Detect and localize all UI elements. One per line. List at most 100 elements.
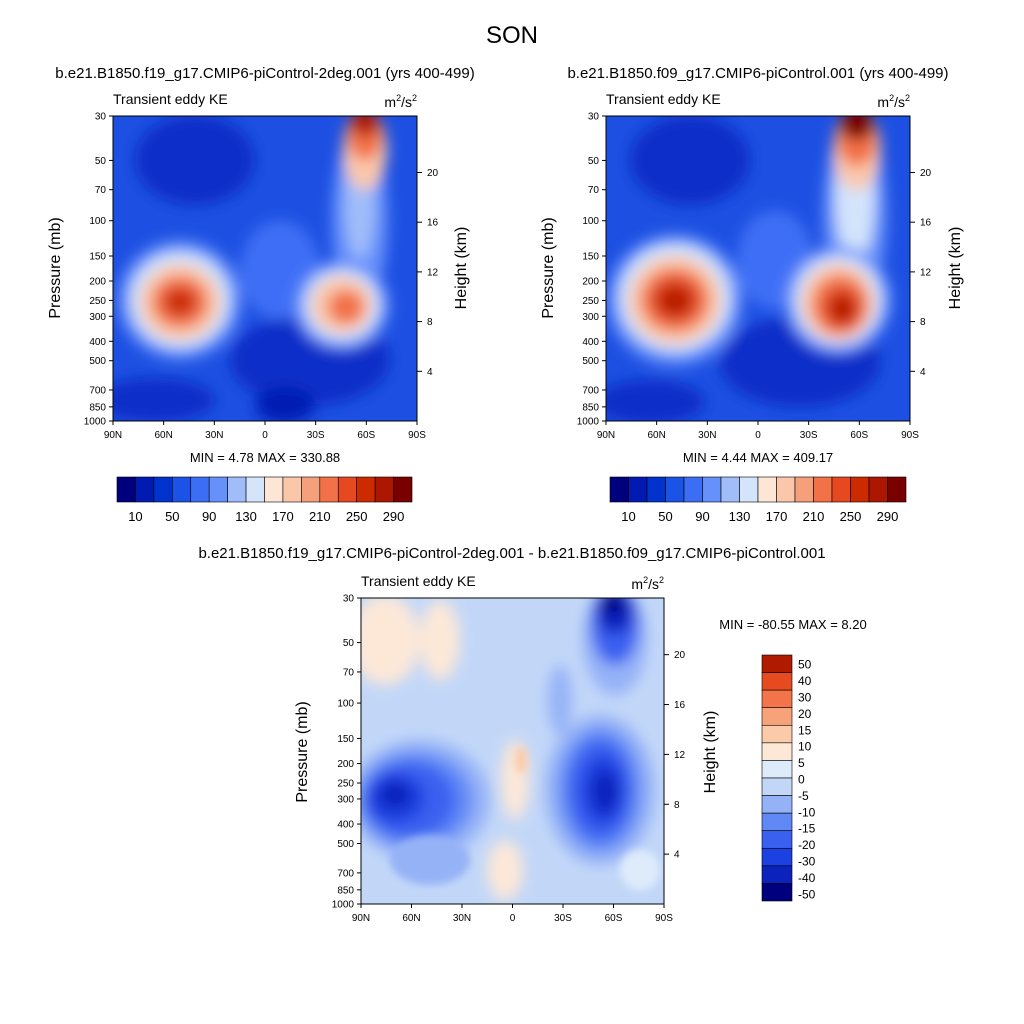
x-tick-label: 60N bbox=[402, 913, 420, 924]
units-label: m2/s2 bbox=[631, 575, 664, 592]
colorbar-swatch bbox=[757, 476, 777, 503]
y-tick-label: 50 bbox=[95, 156, 107, 167]
colorbar-label: 15 bbox=[798, 723, 812, 737]
colorbar-label: -5 bbox=[798, 789, 809, 803]
colorbar-swatch bbox=[264, 476, 284, 503]
x-tick-label: 30S bbox=[800, 430, 818, 441]
variable-label: Transient eddy KE bbox=[113, 91, 228, 107]
colorbar-swatch bbox=[245, 476, 265, 503]
colorbar-swatch bbox=[831, 476, 851, 503]
colorbar-swatch bbox=[761, 724, 793, 744]
x-tick-label: 30N bbox=[698, 430, 716, 441]
colorbar-swatch bbox=[356, 476, 376, 503]
y-axis-right-title: Height (km) bbox=[453, 227, 470, 310]
y-tick-label: 30 bbox=[588, 112, 600, 123]
y-tick-label: 1000 bbox=[84, 417, 107, 428]
y-tick-label: 200 bbox=[89, 277, 106, 288]
x-tick-label: 60N bbox=[647, 430, 665, 441]
y-tick-label: 100 bbox=[337, 699, 354, 710]
colorbar-swatch bbox=[190, 476, 210, 503]
colorbar-swatch bbox=[761, 689, 793, 709]
x-tick-label: 30N bbox=[453, 913, 471, 924]
colorbar-label: 90 bbox=[202, 509, 216, 524]
colorbar-swatch bbox=[628, 476, 648, 503]
colorbar-swatch bbox=[868, 476, 888, 503]
min-max-label: MIN = 4.44 MAX = 409.17 bbox=[683, 450, 833, 465]
y-right-tick-label: 4 bbox=[920, 367, 926, 378]
colorbar-label: 0 bbox=[798, 772, 805, 786]
colorbar-swatch bbox=[208, 476, 228, 503]
colorbar-swatch bbox=[887, 476, 907, 503]
y-axis-title: Pressure (mb) bbox=[540, 217, 557, 318]
y-tick-label: 70 bbox=[343, 667, 355, 678]
colorbar-label: 10 bbox=[128, 509, 142, 524]
y-right-tick-label: 20 bbox=[920, 168, 932, 179]
y-tick-label: 500 bbox=[89, 356, 106, 367]
colorbar-swatch bbox=[646, 476, 666, 503]
colorbar-swatch bbox=[761, 847, 793, 867]
min-max-label: MIN = -80.55 MAX = 8.20 bbox=[719, 617, 866, 632]
y-tick-label: 500 bbox=[582, 356, 599, 367]
colorbar-label: -15 bbox=[798, 822, 816, 836]
case-title: b.e21.B1850.f09_g17.CMIP6-piControl.001 … bbox=[567, 65, 948, 82]
y-tick-label: 850 bbox=[582, 402, 599, 413]
colorbar-swatch bbox=[761, 777, 793, 796]
colorbar-label: 5 bbox=[798, 756, 805, 770]
colorbar-label: 250 bbox=[346, 509, 368, 524]
x-tick-label: 90S bbox=[408, 430, 426, 441]
variable-label: Transient eddy KE bbox=[361, 573, 476, 589]
x-tick-label: 90S bbox=[901, 430, 919, 441]
variable-label: Transient eddy KE bbox=[606, 91, 721, 107]
colorbar-swatch bbox=[301, 476, 321, 503]
panel-top-right: b.e21.B1850.f09_g17.CMIP6-piControl.001 … bbox=[540, 65, 964, 524]
colorbar-label: 210 bbox=[803, 509, 825, 524]
x-tick-label: 0 bbox=[262, 430, 268, 441]
y-right-tick-label: 20 bbox=[427, 168, 439, 179]
y-right-tick-label: 8 bbox=[920, 317, 926, 328]
colorbar-label: 40 bbox=[798, 674, 812, 688]
colorbar-label: 130 bbox=[235, 509, 257, 524]
colorbar-swatch bbox=[683, 476, 703, 503]
y-right-tick-label: 12 bbox=[674, 750, 686, 761]
colorbar-swatch bbox=[761, 883, 793, 902]
y-right-tick-label: 16 bbox=[674, 700, 686, 711]
heatmap-field bbox=[113, 116, 417, 421]
y-tick-label: 1000 bbox=[577, 417, 600, 428]
y-axis-title: Pressure (mb) bbox=[294, 701, 311, 802]
colorbar-label: 50 bbox=[798, 658, 812, 672]
panel-top-left: b.e21.B1850.f19_g17.CMIP6-piControl-2deg… bbox=[47, 65, 475, 524]
colorbar-swatch bbox=[609, 476, 629, 503]
colorbar-label: 10 bbox=[798, 740, 812, 754]
colorbar-swatch bbox=[761, 672, 793, 691]
y-right-tick-label: 12 bbox=[920, 267, 932, 278]
y-tick-label: 400 bbox=[582, 337, 599, 348]
colorbar-swatch bbox=[665, 476, 685, 503]
colorbar-swatch bbox=[813, 476, 833, 503]
colorbar-label: 290 bbox=[877, 509, 899, 524]
y-tick-label: 500 bbox=[337, 839, 354, 850]
y-tick-label: 150 bbox=[337, 734, 354, 745]
y-tick-label: 700 bbox=[582, 385, 599, 396]
colorbar-swatch bbox=[172, 476, 192, 503]
x-tick-label: 30S bbox=[307, 430, 325, 441]
colorbar-swatch bbox=[282, 476, 302, 503]
colorbar-swatch bbox=[739, 476, 759, 503]
colorbar-swatch bbox=[761, 654, 793, 673]
colorbar-swatch bbox=[850, 476, 870, 503]
heatmap-field bbox=[361, 598, 664, 904]
y-right-tick-label: 4 bbox=[674, 850, 680, 861]
y-tick-label: 70 bbox=[95, 185, 107, 196]
y-axis-right: 4 8 12 16 20 bbox=[664, 650, 686, 861]
y-axis-left: 30 50 70 100 150 200 250 300 400 500 700 850 1000 bbox=[84, 112, 113, 428]
y-tick-label: 300 bbox=[582, 312, 599, 323]
y-axis-right-title: Height (km) bbox=[702, 711, 719, 794]
y-axis-right-title: Height (km) bbox=[947, 227, 964, 310]
y-tick-label: 1000 bbox=[332, 900, 355, 911]
y-axis-right: 4 8 12 16 20 bbox=[417, 168, 439, 378]
colorbar-label: -40 bbox=[798, 871, 816, 885]
min-max-label: MIN = 4.78 MAX = 330.88 bbox=[190, 450, 340, 465]
colorbar-label: 30 bbox=[798, 690, 812, 704]
colorbar-swatch bbox=[761, 812, 793, 832]
colorbar-swatch bbox=[776, 476, 796, 503]
colorbar-swatch bbox=[135, 476, 155, 503]
